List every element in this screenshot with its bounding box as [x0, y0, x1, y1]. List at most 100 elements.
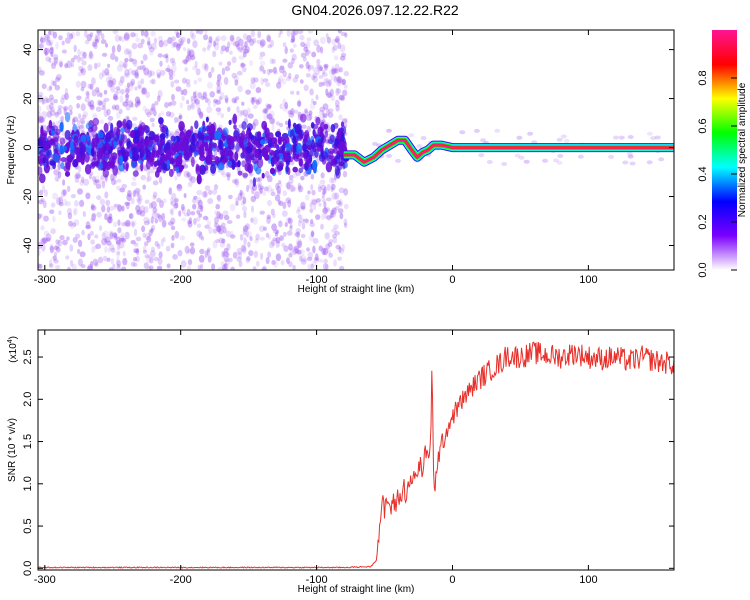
noise-blob	[44, 34, 50, 40]
noise-blob	[81, 229, 85, 236]
noise-blob	[72, 118, 76, 126]
noise-blob	[158, 251, 163, 259]
noise-core-blob	[199, 144, 205, 154]
noise-blob	[115, 86, 121, 91]
noise-blob	[282, 58, 288, 63]
noise-blob	[253, 118, 259, 127]
noise-blob	[271, 188, 275, 193]
noise-blob	[146, 170, 151, 177]
noise-core-blob	[122, 155, 129, 162]
noise-blob	[89, 104, 95, 111]
noise-blob	[249, 60, 253, 66]
noise-blob	[129, 213, 134, 220]
noise-blob	[221, 250, 226, 258]
noise-blob	[76, 55, 81, 63]
noise-blob	[198, 255, 205, 263]
noise-blob	[221, 67, 226, 76]
faint-blob	[626, 152, 633, 156]
noise-blob	[122, 101, 129, 107]
noise-blob	[113, 95, 119, 101]
noise-blob	[67, 212, 73, 220]
noise-blob	[244, 41, 248, 48]
noise-blob	[183, 193, 187, 199]
noise-blob	[242, 109, 248, 117]
noise-blob	[78, 113, 82, 120]
noise-blob	[109, 243, 115, 251]
noise-blob	[164, 102, 169, 108]
noise-core-blob	[264, 144, 271, 153]
noise-blob	[290, 38, 295, 44]
noise-blob	[309, 222, 316, 228]
noise-blob	[43, 230, 50, 237]
noise-blob	[160, 238, 164, 247]
faint-blob	[627, 154, 634, 159]
noise-blob	[120, 88, 125, 95]
noise-blob	[251, 96, 257, 103]
noise-core-blob	[102, 168, 110, 178]
noise-blob	[220, 169, 225, 176]
noise-blob	[237, 85, 243, 93]
noise-blob	[195, 101, 201, 109]
chart-title: GN04.2026.097.12.22.R22	[291, 2, 459, 18]
noise-core-blob	[103, 122, 109, 133]
noise-blob	[336, 88, 342, 94]
noise-blob	[79, 179, 84, 186]
noise-blob	[82, 111, 89, 117]
noise-core-blob	[45, 151, 51, 160]
noise-blob	[251, 187, 255, 195]
noise-blob	[196, 189, 203, 196]
noise-blob	[284, 182, 289, 189]
noise-blob	[110, 258, 115, 265]
noise-blob	[120, 237, 127, 243]
noise-blob	[255, 99, 260, 104]
noise-blob	[186, 99, 190, 105]
noise-blob	[94, 261, 99, 268]
noise-blob	[279, 30, 283, 35]
noise-blob	[330, 177, 337, 183]
noise-blob	[68, 220, 74, 227]
noise-blob	[339, 265, 345, 270]
noise-blob	[272, 229, 279, 234]
noise-blob	[145, 177, 150, 183]
noise-blob	[292, 43, 297, 48]
noise-blob	[190, 95, 194, 102]
noise-blob	[198, 199, 203, 208]
noise-blob	[57, 162, 61, 171]
noise-blob	[109, 77, 114, 84]
noise-blob	[291, 53, 297, 61]
noise-blob	[133, 247, 139, 253]
noise-blob	[78, 124, 85, 132]
noise-blob	[117, 227, 122, 234]
noise-blob	[258, 184, 262, 191]
noise-blob	[242, 225, 249, 233]
noise-blob	[206, 247, 211, 253]
noise-blob	[106, 108, 111, 116]
noise-blob	[80, 50, 86, 57]
x-tick-label: -300	[34, 574, 56, 586]
noise-core-blob	[234, 151, 239, 162]
noise-blob	[250, 77, 256, 84]
noise-blob	[173, 202, 179, 209]
noise-blob	[70, 31, 76, 39]
noise-blob	[195, 216, 201, 222]
noise-blob	[149, 50, 154, 56]
y-tick-label: -40	[22, 238, 34, 254]
noise-blob	[213, 98, 218, 103]
noise-blob	[186, 172, 190, 178]
noise-blob	[318, 202, 322, 207]
noise-blob	[258, 66, 265, 73]
noise-blob	[220, 45, 227, 52]
noise-blob	[143, 67, 150, 76]
noise-blob	[339, 55, 346, 61]
noise-blob	[309, 202, 313, 208]
noise-blob	[176, 43, 181, 52]
noise-blob	[107, 247, 112, 253]
noise-blob	[53, 259, 59, 264]
noise-blob	[170, 208, 175, 216]
noise-blob	[263, 186, 269, 192]
noise-blob	[198, 111, 204, 118]
noise-blob	[50, 79, 54, 86]
noise-blob	[55, 74, 62, 81]
noise-blob	[77, 248, 81, 254]
noise-blob	[311, 260, 317, 267]
